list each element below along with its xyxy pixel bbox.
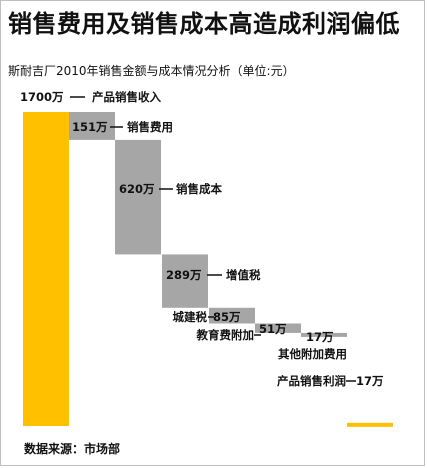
category-label: 销售费用	[127, 120, 173, 134]
waterfall-bar	[115, 139, 161, 255]
waterfall-bar	[301, 332, 347, 337]
value-label: 51万	[259, 322, 287, 336]
chart-title: 销售费用及销售成本高造成利润偏低	[8, 10, 400, 38]
category-label: 产品销售利润	[277, 374, 346, 388]
value-label: 289万	[166, 268, 202, 282]
value-label: 17万	[356, 374, 384, 388]
category-label: 教育费附加	[196, 328, 255, 342]
waterfall-bar	[209, 307, 255, 324]
value-label: 85万	[213, 310, 241, 324]
waterfall-bar	[23, 112, 69, 426]
category-label: 增值税	[226, 268, 261, 282]
value-label: 1700万	[20, 90, 64, 104]
value-label: 620万	[119, 182, 155, 196]
waterfall-bar	[69, 112, 115, 140]
category-label: 产品销售收入	[92, 90, 161, 104]
data-source-note: 数据来源：市场部	[24, 442, 121, 456]
waterfall-bar	[347, 422, 393, 427]
category-label: 其他附加费用	[278, 347, 347, 361]
category-label: 销售成本	[176, 182, 222, 196]
waterfall-bar	[162, 254, 208, 308]
chart-subtitle: 斯耐吉厂2010年销售金额与成本情况分析（单位:元）	[8, 64, 295, 78]
value-label: 17万	[306, 330, 334, 344]
value-label: 151万	[72, 120, 108, 134]
category-label: 城建税	[173, 310, 208, 324]
waterfall-bar	[255, 323, 301, 333]
